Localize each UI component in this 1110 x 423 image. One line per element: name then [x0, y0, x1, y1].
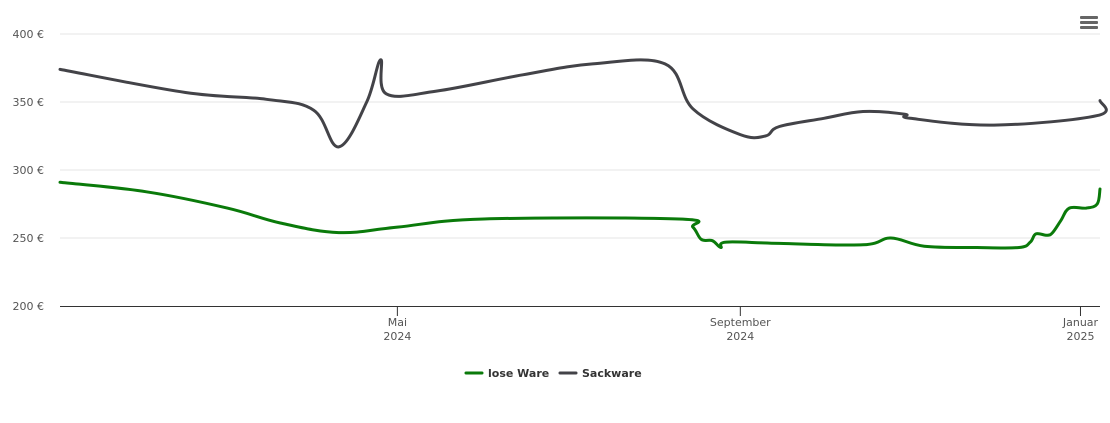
hamburger-menu-icon	[1080, 21, 1098, 24]
chart-menu-button[interactable]	[1080, 14, 1098, 30]
y-tick-label: 250 €	[13, 232, 45, 245]
x-tick-label-month: September	[710, 316, 771, 329]
series-line-lose-ware[interactable]	[58, 180, 1102, 250]
y-axis: 400 € 350 € 300 € 250 € 200 €	[13, 28, 45, 313]
legend-label: Sackware	[582, 367, 642, 380]
legend-label: lose Ware	[488, 367, 549, 380]
x-tick-label-year: 2025	[1066, 330, 1094, 343]
x-tick-label-year: 2024	[383, 330, 411, 343]
series-lines	[58, 58, 1108, 250]
legend[interactable]: lose Ware Sackware	[464, 367, 642, 380]
y-tick-label: 350 €	[13, 96, 45, 109]
grid-lines	[60, 33, 1100, 239]
y-tick-label: 400 €	[13, 28, 45, 41]
x-tick-label-year: 2024	[726, 330, 754, 343]
legend-item-lose-ware[interactable]: lose Ware	[464, 367, 549, 380]
y-tick-label: 200 €	[13, 300, 45, 313]
x-tick-label-month: Mai	[388, 316, 407, 329]
series-line-sackware[interactable]	[58, 58, 1108, 149]
legend-item-sackware[interactable]: Sackware	[558, 367, 642, 380]
hamburger-menu-icon	[1080, 26, 1098, 29]
y-tick-label: 300 €	[13, 164, 45, 177]
x-tick-label-month: Januar	[1062, 316, 1099, 329]
hamburger-menu-icon	[1080, 16, 1098, 19]
